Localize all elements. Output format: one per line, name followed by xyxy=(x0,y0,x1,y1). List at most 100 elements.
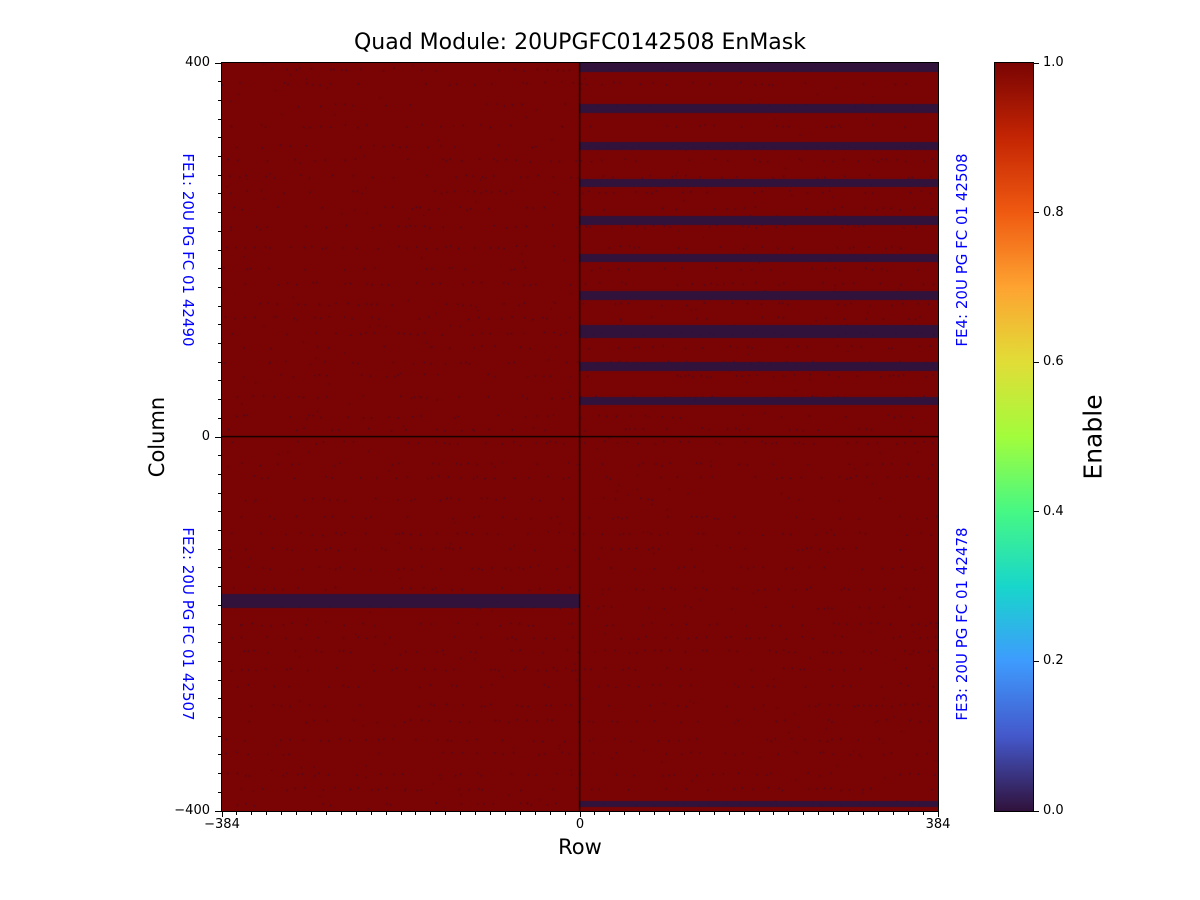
y-minor-tick xyxy=(217,230,221,232)
plot-area xyxy=(221,62,939,812)
y-minor-tick xyxy=(217,455,221,457)
heatmap-canvas xyxy=(222,63,938,811)
fe-label-fe1: FE1: 20U PG FC 01 42490 xyxy=(179,153,197,347)
x-minor-tick xyxy=(281,811,283,815)
colorbar-label: Enable xyxy=(1078,394,1108,480)
x-minor-tick xyxy=(340,811,342,815)
x-minor-tick xyxy=(773,811,775,815)
y-tick-label: −400 xyxy=(174,803,210,818)
x-minor-tick xyxy=(833,811,835,815)
x-minor-tick xyxy=(564,811,566,815)
x-minor-tick xyxy=(818,811,820,815)
x-minor-tick xyxy=(415,811,417,815)
y-minor-tick xyxy=(217,660,221,662)
x-major-tick xyxy=(221,811,223,817)
y-minor-tick xyxy=(217,249,221,251)
x-minor-tick xyxy=(892,811,894,815)
x-minor-tick xyxy=(862,811,864,815)
fe-label-fe2: FE2: 20U PG FC 01 42507 xyxy=(179,527,197,721)
y-minor-tick xyxy=(217,698,221,700)
colorbar-tick xyxy=(1033,212,1039,214)
chart-title: Quad Module: 20UPGFC0142508 EnMask xyxy=(353,30,806,55)
y-minor-tick xyxy=(217,212,221,214)
x-minor-tick xyxy=(922,811,924,815)
x-minor-tick xyxy=(370,811,372,815)
y-minor-tick xyxy=(217,399,221,401)
x-minor-tick xyxy=(385,811,387,815)
colorbar-tick xyxy=(1033,361,1039,363)
y-minor-tick xyxy=(217,99,221,101)
x-minor-tick xyxy=(609,811,611,815)
x-minor-tick xyxy=(669,811,670,815)
colorbar-tick-label: 0.2 xyxy=(1043,653,1064,669)
x-minor-tick xyxy=(713,811,715,815)
y-minor-tick xyxy=(217,492,221,494)
x-tick-label: −384 xyxy=(204,817,240,832)
x-minor-tick xyxy=(490,811,491,815)
x-minor-tick xyxy=(624,811,626,815)
y-minor-tick xyxy=(217,511,221,513)
x-minor-tick xyxy=(788,811,790,815)
x-minor-tick xyxy=(460,811,462,815)
x-minor-tick xyxy=(519,811,521,815)
colorbar-tick-label: 1.0 xyxy=(1043,55,1064,70)
y-major-tick xyxy=(215,62,221,64)
x-minor-tick xyxy=(877,811,879,815)
x-minor-tick xyxy=(236,811,238,815)
x-minor-tick xyxy=(311,811,312,815)
colorbar-tick xyxy=(1033,62,1039,64)
y-minor-tick xyxy=(217,174,221,176)
y-minor-tick xyxy=(217,679,221,681)
x-major-tick xyxy=(937,811,939,817)
y-minor-tick xyxy=(217,773,221,775)
y-minor-tick xyxy=(217,567,221,569)
x-minor-tick xyxy=(504,811,506,815)
x-minor-tick xyxy=(743,811,745,815)
x-minor-tick xyxy=(266,811,268,815)
colorbar-tick-label: 0.0 xyxy=(1043,803,1064,818)
y-minor-tick xyxy=(217,343,221,344)
y-minor-tick xyxy=(217,754,221,756)
x-minor-tick xyxy=(654,811,656,815)
y-minor-tick xyxy=(217,417,221,419)
y-minor-tick xyxy=(217,623,221,625)
y-major-tick xyxy=(215,436,221,438)
y-minor-tick xyxy=(217,137,221,139)
y-minor-tick xyxy=(217,268,221,270)
x-minor-tick xyxy=(430,811,432,815)
x-minor-tick xyxy=(683,811,685,815)
y-minor-tick xyxy=(217,604,221,606)
x-tick-label: 384 xyxy=(925,817,951,832)
y-minor-tick xyxy=(217,530,221,531)
y-tick-label: 0 xyxy=(201,429,210,444)
x-minor-tick xyxy=(400,811,402,815)
colorbar-tick xyxy=(1033,810,1039,812)
colorbar-tick xyxy=(1033,660,1039,662)
x-major-tick xyxy=(579,811,581,817)
x-minor-tick xyxy=(639,811,641,815)
y-minor-tick xyxy=(217,473,221,475)
x-minor-tick xyxy=(534,811,536,815)
x-tick-label: 0 xyxy=(575,817,585,832)
x-minor-tick xyxy=(355,811,357,815)
y-minor-tick xyxy=(217,193,221,195)
x-minor-tick xyxy=(475,811,477,815)
y-minor-tick xyxy=(217,156,221,157)
x-axis-label: Row xyxy=(558,835,602,859)
x-minor-tick xyxy=(698,811,700,815)
colorbar-gradient xyxy=(995,63,1033,811)
y-minor-tick xyxy=(217,586,221,588)
x-minor-tick xyxy=(907,811,909,815)
y-minor-tick xyxy=(217,735,221,737)
fe-label-fe3: FE3: 20U PG FC 01 42478 xyxy=(953,527,971,721)
y-minor-tick xyxy=(217,548,221,550)
colorbar-tick xyxy=(1033,511,1039,513)
x-minor-tick xyxy=(251,811,253,815)
fe-label-fe4: FE4: 20U PG FC 01 42508 xyxy=(953,153,971,347)
y-minor-tick xyxy=(217,286,221,288)
y-minor-tick xyxy=(217,324,221,326)
y-minor-tick xyxy=(217,361,221,363)
x-minor-tick xyxy=(296,811,298,815)
colorbar xyxy=(994,62,1034,812)
